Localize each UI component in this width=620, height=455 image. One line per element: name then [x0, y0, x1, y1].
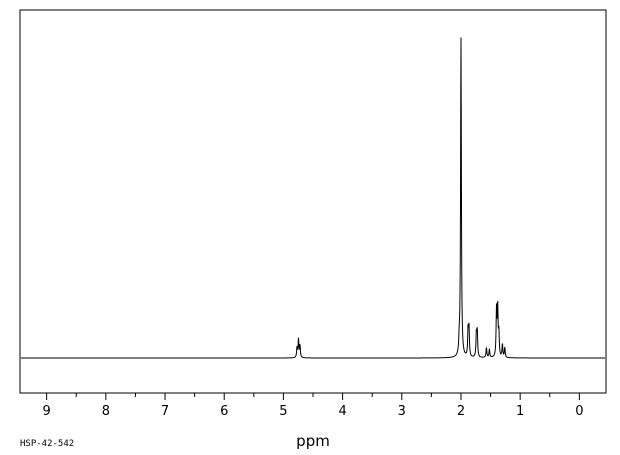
x-tick-label: 9	[42, 404, 50, 419]
x-tick-label: 3	[398, 404, 406, 419]
x-tick-label: 4	[338, 404, 346, 419]
x-tick-label: 5	[279, 404, 287, 419]
spectrum-trace	[21, 37, 605, 359]
x-tick-label: 0	[575, 404, 583, 419]
x-tick-label: 7	[161, 404, 169, 419]
x-tick-label: 8	[102, 404, 110, 419]
x-tick-label: 2	[457, 404, 465, 419]
x-axis: 9 8 7 6 5 4 3 2 1 0	[42, 393, 584, 419]
spectrum-code-label: HSP-42-542	[20, 439, 74, 449]
x-tick-label: 1	[516, 404, 524, 419]
x-tick-label: 6	[220, 404, 228, 419]
x-axis-title: ppm	[296, 432, 330, 450]
plot-frame	[19, 9, 607, 394]
spectrum-trace-group	[21, 37, 605, 359]
